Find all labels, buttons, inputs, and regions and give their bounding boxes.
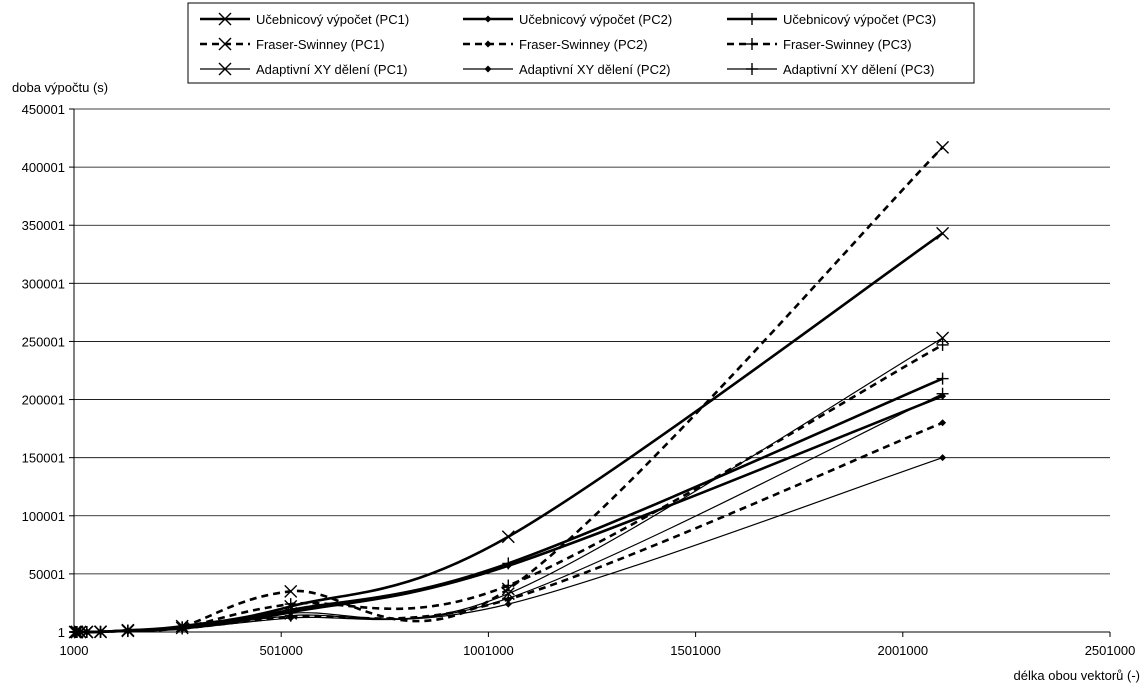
legend-marker-4-stroke-b (218, 37, 232, 51)
series-1-point-10 (936, 226, 950, 240)
legend: Učebnicový výpočet (PC1) Učebnicový výpoč… (187, 2, 975, 84)
series-7-point-10-stroke-b (936, 331, 950, 345)
legend-label-4: Fraser-Swinney (PC1) (256, 37, 385, 52)
y-tick-label-1: 50001 (29, 567, 65, 582)
legend-marker-8 (484, 65, 492, 73)
series-1-point-10-stroke-b (936, 226, 950, 240)
series-8-point-10 (939, 454, 947, 462)
legend-marker-6 (746, 38, 758, 50)
x-tick-label-4: 2001000 (877, 643, 928, 658)
y-tick-label-4: 200001 (22, 393, 65, 408)
series-3-point-10 (936, 372, 949, 385)
legend-label-3: Učebnicový výpočet (PC3) (783, 12, 936, 27)
legend-marker-7 (218, 62, 232, 76)
series-4-point-8 (284, 584, 298, 598)
series-9-point-10 (936, 387, 949, 400)
x-axis-label: délka obou vektorů (-) (1014, 668, 1140, 683)
series-4-point-8-stroke-b (284, 584, 298, 598)
series-9-point-9 (502, 592, 515, 605)
legend-marker-7-stroke-b (218, 62, 232, 76)
series-9-point-8 (284, 609, 297, 622)
legend-label-1: Učebnicový výpočet (PC1) (256, 12, 409, 27)
x-tick-label-1: 501000 (260, 643, 303, 658)
legend-label-9: Adaptivní XY dělení (PC3) (783, 62, 935, 77)
series-6-point-9 (502, 579, 515, 592)
y-tick-label-3: 150001 (22, 451, 65, 466)
y-tick-label-7: 350001 (22, 218, 65, 233)
legend-label-2: Učebnicový výpočet (PC2) (519, 12, 672, 27)
series-4-point-10-stroke-b (936, 140, 950, 154)
legend-marker-1 (218, 12, 232, 26)
series-5-point-10 (939, 419, 947, 427)
series-9-point-7 (176, 622, 189, 635)
y-tick-label-0: 1 (58, 625, 65, 640)
legend-marker-9 (746, 63, 758, 75)
legend-label-8: Adaptivní XY dělení (PC2) (519, 62, 671, 77)
x-tick-label-5: 2501000 (1085, 643, 1136, 658)
series-3-point-9 (502, 557, 515, 570)
y-axis-label: doba výpočtu (s) (12, 80, 108, 95)
grid (74, 108, 1110, 575)
series-line-1 (75, 232, 944, 634)
legend-label-6: Fraser-Swinney (PC3) (783, 37, 912, 52)
legend-marker-2 (484, 15, 492, 23)
marker-layer (68, 140, 950, 639)
y-tick-label-6: 300001 (22, 276, 65, 291)
y-tick-label-2: 100001 (22, 509, 65, 524)
series-9-point-6 (121, 625, 134, 638)
legend-marker-1-stroke-b (218, 12, 232, 26)
series-6-point-10 (936, 338, 949, 351)
y-tick-label-8: 400001 (22, 160, 65, 175)
y-tick-label-5: 250001 (22, 334, 65, 349)
legend-marker-3 (746, 13, 758, 25)
series-6-point-8 (284, 598, 297, 611)
series-9-point-4 (80, 625, 93, 638)
axes: 1500011000011500012000012500013000013500… (22, 102, 1136, 658)
x-tick-label-2: 1001000 (463, 643, 514, 658)
x-tick-label-0: 1000 (60, 643, 89, 658)
legend-marker-4 (218, 37, 232, 51)
y-tick-label-9: 450001 (22, 102, 65, 117)
legend-label-7: Adaptivní XY dělení (PC1) (256, 62, 408, 77)
x-tick-label-3: 1501000 (670, 643, 721, 658)
series-9-point-5 (94, 625, 107, 638)
legend-label-5: Fraser-Swinney (PC2) (519, 37, 648, 52)
series-1-point-9-stroke-b (501, 530, 515, 544)
series-7-point-10 (936, 331, 950, 345)
legend-box (187, 2, 975, 84)
series-4-point-10 (936, 140, 950, 154)
legend-marker-5 (484, 40, 492, 48)
series-1-point-9 (501, 530, 515, 544)
